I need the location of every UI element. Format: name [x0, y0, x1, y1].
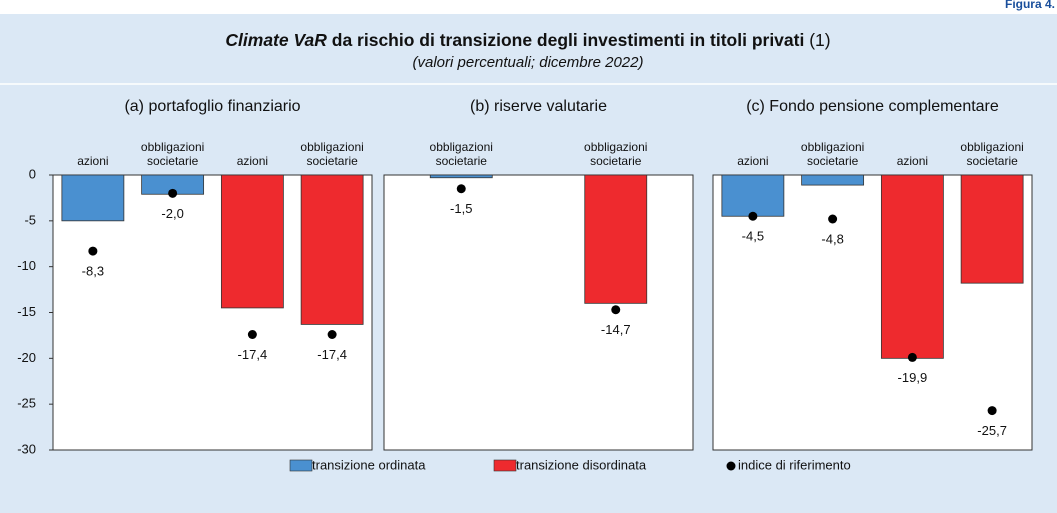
data-label: -2,0: [161, 206, 183, 221]
bar: [429, 174, 493, 179]
x-tick-text: obbligazioni societarie: [429, 140, 493, 168]
reference-point: [907, 352, 917, 362]
reference-point: [987, 406, 997, 416]
y-tick-label: -10: [17, 258, 36, 273]
data-label: -8,3: [82, 264, 104, 279]
data-label: -4,8: [821, 231, 843, 246]
bar: [584, 174, 648, 304]
reference-point: [168, 188, 178, 198]
x-tick-text: azioni: [737, 154, 769, 168]
bar: [300, 174, 364, 325]
y-tick-label: -15: [17, 304, 36, 319]
data-label: -17,4: [238, 347, 268, 362]
y-tick-label: -5: [24, 212, 36, 227]
x-tick-text: azioni: [77, 154, 109, 168]
subtitle: (valori percentuali; dicembre 2022): [413, 54, 644, 71]
x-tick-text: obbligazioni societarie: [584, 140, 648, 168]
reference-point: [247, 330, 257, 339]
panel-title: (b) riserve valutarie: [470, 98, 607, 115]
x-tick-label: obbligazioni societarie: [793, 136, 873, 168]
y-tick-label: -25: [17, 396, 36, 411]
x-tick-label: obbligazioni societarie: [576, 136, 656, 168]
top-strip: [0, 0, 1057, 14]
x-tick-label: azioni: [212, 136, 292, 168]
figure-label: Figura 4.: [1005, 0, 1055, 11]
reference-point: [88, 246, 98, 256]
legend-label: transizione disordinata: [516, 457, 647, 472]
x-tick-text: obbligazioni societarie: [300, 140, 364, 168]
reference-point: [456, 184, 466, 194]
legend-label: indice di riferimento: [738, 457, 851, 472]
x-tick-label: obbligazioni societarie: [133, 136, 213, 168]
x-tick-text: obbligazioni societarie: [800, 140, 865, 168]
legend-label: transizione ordinata: [312, 457, 426, 472]
x-tick-label: azioni: [872, 136, 952, 168]
bar: [721, 174, 785, 217]
x-tick-text: azioni: [236, 154, 269, 168]
title-italic: Climate VaR: [225, 30, 327, 50]
x-tick-label: obbligazioni societarie: [421, 136, 501, 168]
x-tick-label: obbligazioni societarie: [952, 136, 1032, 168]
data-label: -1,5: [450, 201, 472, 216]
bar: [960, 174, 1024, 284]
x-tick-text: obbligazioni societarie: [140, 140, 205, 168]
bar: [801, 174, 865, 186]
bar: [220, 174, 284, 309]
data-label: -19,9: [898, 370, 928, 385]
x-tick-text: obbligazioni societarie: [960, 140, 1024, 168]
data-label: -4,5: [742, 229, 764, 244]
reference-point: [327, 330, 337, 339]
bar: [880, 174, 944, 359]
y-tick-label: 0: [29, 166, 36, 181]
legend-swatch: [289, 459, 313, 472]
x-tick-label: azioni: [713, 136, 793, 168]
data-label: -17,4: [317, 347, 347, 362]
reference-point: [828, 214, 838, 224]
panel-title: (c) Fondo pensione complementare: [746, 98, 999, 115]
reference-point: [748, 211, 758, 221]
x-tick-label: obbligazioni societarie: [292, 136, 372, 168]
title-note: (1): [804, 30, 830, 50]
panel-title: (a) portafoglio finanziario: [124, 98, 300, 115]
y-tick-label: -30: [17, 441, 36, 456]
x-tick-text: azioni: [896, 154, 929, 168]
data-label: -14,7: [601, 322, 631, 337]
y-tick-label: -20: [17, 350, 36, 365]
legend-swatch: [493, 459, 517, 472]
x-tick-label: azioni: [53, 136, 133, 168]
data-label: -25,7: [977, 423, 1007, 438]
chart-title: Climate VaR da rischio di transizione de…: [225, 30, 830, 50]
bar: [61, 174, 125, 222]
title-bold: da rischio di transizione degli investim…: [327, 30, 804, 50]
reference-point: [611, 305, 621, 315]
legend-swatch: [726, 461, 736, 471]
